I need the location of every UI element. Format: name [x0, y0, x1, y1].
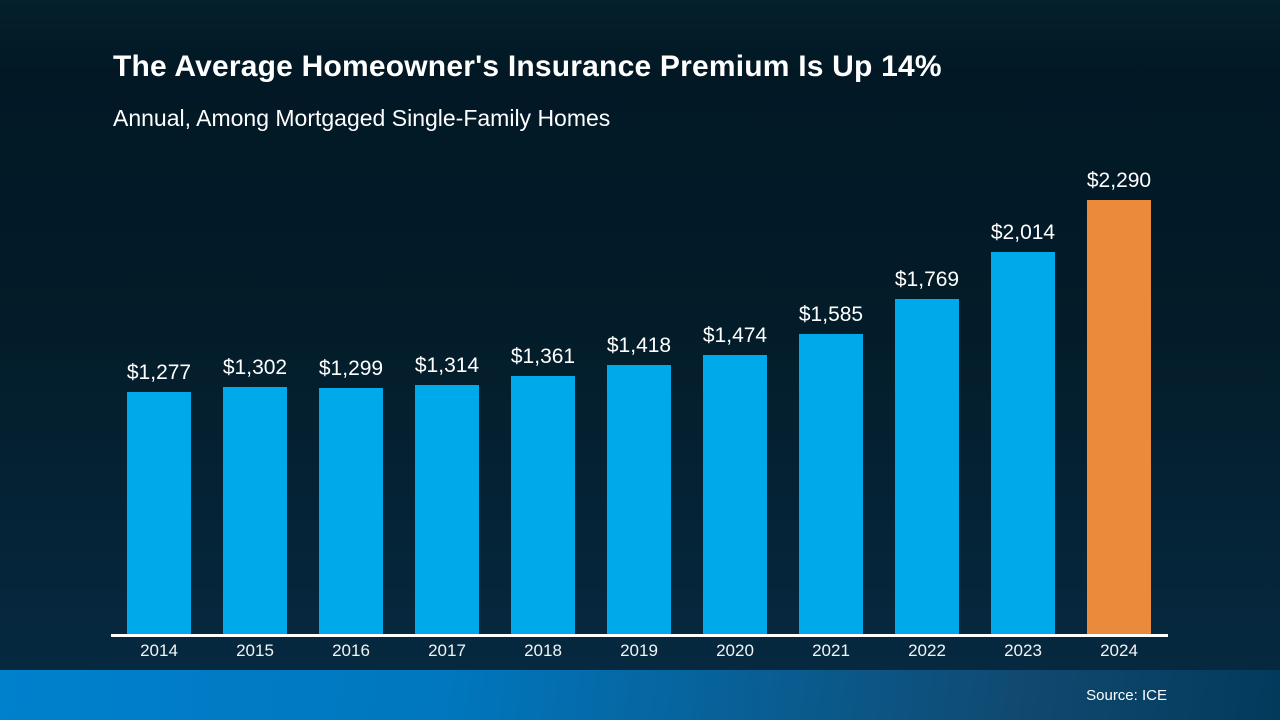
- bar: [127, 392, 191, 634]
- bar-column: $1,769: [879, 150, 975, 634]
- bar: [511, 376, 575, 634]
- bar-value-label: $1,361: [510, 345, 576, 368]
- bar-column: $1,585: [783, 150, 879, 634]
- bar-value-label: $1,302: [222, 356, 288, 379]
- bar-value-label: $1,418: [606, 334, 672, 357]
- bar: [991, 252, 1055, 634]
- x-axis-tick-label: 2015: [236, 641, 274, 660]
- bar-column: $2,014: [975, 150, 1071, 634]
- bar-value-label: $1,299: [318, 357, 384, 380]
- x-axis-tick-label: 2022: [908, 641, 946, 660]
- bar: [319, 388, 383, 634]
- source-attribution: Source: ICE: [1086, 686, 1167, 704]
- bar-value-label: $1,474: [702, 324, 768, 347]
- bar: [1087, 200, 1151, 634]
- bar-value-label: $1,277: [126, 361, 192, 384]
- bar: [895, 299, 959, 634]
- bar: [223, 387, 287, 634]
- bar-column: $2,290: [1071, 150, 1167, 634]
- bar-column: $1,474: [687, 150, 783, 634]
- x-axis-tick-label: 2019: [620, 641, 658, 660]
- x-axis-tick-label: 2018: [524, 641, 562, 660]
- x-axis-line: [111, 634, 1168, 637]
- x-axis-tick-label: 2016: [332, 641, 370, 660]
- bar: [799, 334, 863, 634]
- bar-value-label: $1,585: [798, 303, 864, 326]
- x-axis-tick-label: 2020: [716, 641, 754, 660]
- x-axis-tick-label: 2023: [1004, 641, 1042, 660]
- bar-column: $1,361: [495, 150, 591, 634]
- chart-subtitle: Annual, Among Mortgaged Single-Family Ho…: [113, 105, 611, 131]
- x-axis-tick-label: 2024: [1100, 641, 1138, 660]
- bar-column: $1,314: [399, 150, 495, 634]
- years-row: 2014 2015 2016 2017 2018 2019 2020 2021 2022 2023…: [111, 641, 1167, 661]
- bar: [607, 365, 671, 634]
- chart-title: The Average Homeowner's Insurance Premiu…: [113, 50, 942, 83]
- bar-value-label: $2,290: [1086, 169, 1152, 192]
- bar: [703, 355, 767, 634]
- bar-column: $1,277: [111, 150, 207, 634]
- x-axis-tick-label: 2017: [428, 641, 466, 660]
- x-axis-tick-label: 2021: [812, 641, 850, 660]
- bar-column: $1,299: [303, 150, 399, 634]
- bar-value-label: $2,014: [990, 221, 1056, 244]
- footer-bar: Source: ICE: [0, 670, 1280, 720]
- bars-row: $1,277 $1,302 $1,299 $1,314 $1,361 $1,418 $1,4…: [111, 150, 1167, 634]
- bar-column: $1,302: [207, 150, 303, 634]
- x-axis-tick-label: 2014: [140, 641, 178, 660]
- bar: [415, 385, 479, 634]
- bar-value-label: $1,314: [414, 354, 480, 377]
- bar-value-label: $1,769: [894, 268, 960, 291]
- bar-column: $1,418: [591, 150, 687, 634]
